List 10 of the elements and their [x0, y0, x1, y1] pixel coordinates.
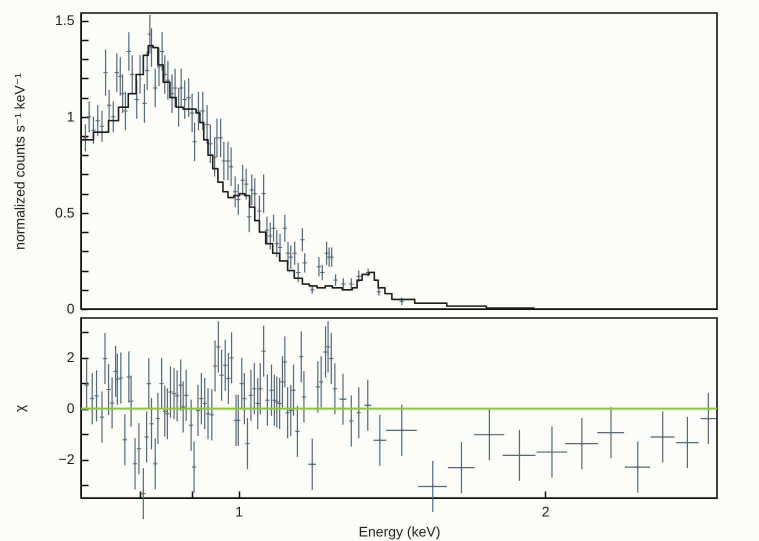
y-tick-label: 2 — [66, 349, 75, 366]
y-tick-label: −2 — [58, 451, 75, 468]
y-axis-title: normalized counts s⁻¹ keV⁻¹ — [12, 72, 28, 250]
y-axis-title: χ — [12, 404, 28, 412]
y-tick-label: 0 — [66, 400, 75, 416]
y-tick-label: 1 — [66, 108, 75, 124]
y-tick-label: 0.5 — [55, 204, 75, 220]
x-axis-title: Energy (keV) — [358, 524, 440, 540]
y-tick-label: 1.5 — [55, 12, 75, 28]
y-tick-label: 0 — [66, 300, 75, 316]
